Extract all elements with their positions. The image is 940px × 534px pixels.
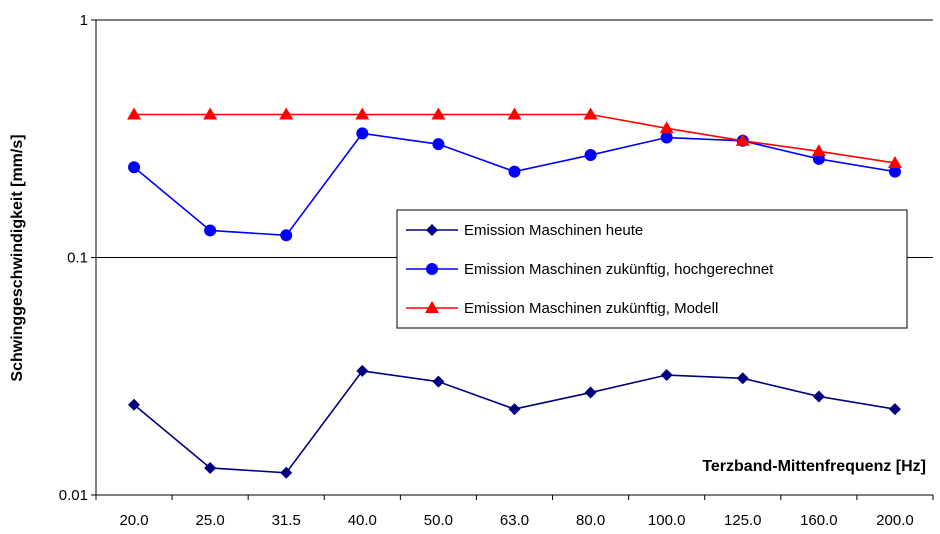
data-point	[888, 165, 901, 178]
data-point	[508, 165, 521, 178]
data-point	[507, 107, 522, 120]
legend-marker	[426, 224, 438, 236]
x-tick-label: 100.0	[648, 512, 686, 529]
data-point	[584, 149, 597, 162]
data-point	[735, 133, 750, 146]
series-1	[128, 364, 901, 479]
legend-item-3: Emission Maschinen zukünftig, Modell	[406, 300, 718, 317]
x-tick-labels: 20.0 25.0 31.5 40.0 50.0 63.0 80.0 100.0 125.0 16…	[95, 495, 934, 529]
x-tick-label: 31.5	[272, 512, 301, 529]
legend-marker	[426, 263, 438, 275]
x-tick-label: 80.0	[576, 512, 605, 529]
legend-label: Emission Maschinen zukünftig, Modell	[464, 300, 718, 317]
data-point	[356, 364, 369, 377]
data-point	[660, 369, 673, 382]
data-point	[128, 161, 141, 174]
legend-box	[396, 209, 908, 329]
y-tick-labels: 0.01 0.1 1	[59, 12, 96, 504]
data-point	[508, 403, 521, 416]
data-point	[736, 372, 749, 385]
data-point	[355, 107, 370, 120]
y-tick-label: 1	[80, 12, 88, 29]
data-point	[887, 155, 902, 168]
data-point	[432, 375, 445, 388]
data-point	[279, 107, 294, 120]
data-point	[812, 390, 825, 403]
legend-item-2: Emission Maschinen zukünftig, hochgerech…	[406, 261, 774, 278]
data-point	[432, 138, 445, 151]
x-tick-label: 40.0	[348, 512, 377, 529]
data-point	[660, 131, 673, 144]
data-point	[888, 403, 901, 416]
legend-label: Emission Maschinen zukünftig, hochgerech…	[464, 261, 774, 278]
data-point	[431, 107, 446, 120]
legend-label: Emission Maschinen heute	[464, 222, 643, 239]
series-line	[134, 113, 896, 164]
data-point	[127, 107, 142, 120]
x-tick-label: 160.0	[800, 512, 838, 529]
data-point	[659, 121, 674, 134]
legend: Emission Maschinen heute Emission Maschin…	[396, 209, 908, 329]
legend-marker	[425, 301, 439, 313]
data-point	[128, 398, 141, 411]
x-axis-title: Terzband-Mittenfrequenz [Hz]	[702, 458, 926, 475]
data-point	[584, 386, 597, 399]
series-layer	[127, 107, 902, 479]
data-point	[203, 107, 218, 120]
data-point	[811, 144, 826, 157]
x-tick-label: 125.0	[724, 512, 762, 529]
x-tick-label: 63.0	[500, 512, 529, 529]
x-tick-label: 50.0	[424, 512, 453, 529]
y-tick-label: 0.1	[67, 250, 88, 267]
data-point	[583, 107, 598, 120]
y-tick-label: 0.01	[59, 487, 88, 504]
x-tick-label: 25.0	[196, 512, 225, 529]
series-3	[127, 107, 902, 168]
data-point	[204, 224, 217, 237]
data-point	[280, 229, 293, 242]
data-point	[356, 127, 369, 140]
legend-item-1: Emission Maschinen heute	[406, 222, 643, 239]
data-point	[204, 461, 217, 474]
x-tick-label: 200.0	[876, 512, 914, 529]
x-tick-label: 20.0	[119, 512, 148, 529]
data-point	[280, 466, 293, 479]
y-axis-title: Schwinggeschwindigkeit [mm/s]	[9, 134, 26, 381]
series-2	[128, 127, 901, 242]
